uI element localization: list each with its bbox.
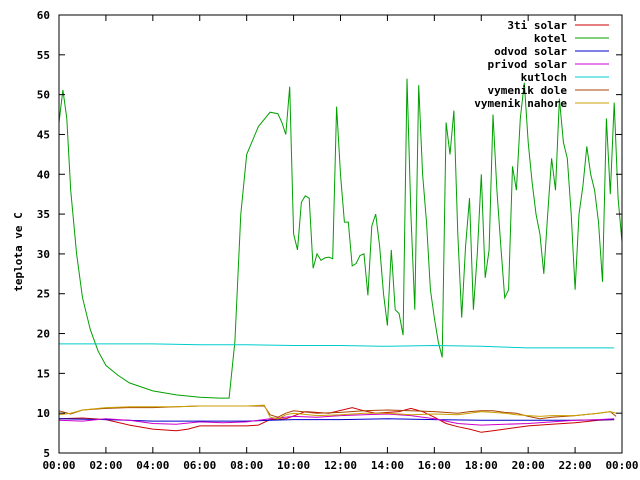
y-tick-label-5: 30 — [37, 248, 50, 261]
x-tick-label-5: 10:00 — [277, 459, 310, 472]
y-tick-label-11: 60 — [37, 9, 50, 22]
series-line-6 — [58, 404, 617, 420]
legend-label-4: kutloch — [521, 71, 567, 84]
y-tick-label-2: 15 — [37, 367, 50, 380]
y-tick-label-10: 55 — [37, 49, 50, 62]
legend-label-0: 3ti solar — [507, 19, 567, 32]
x-tick-label-12: 00:00 — [605, 459, 638, 472]
x-tick-label-1: 02:00 — [89, 459, 122, 472]
y-tick-label-8: 45 — [37, 128, 50, 141]
legend-label-5: vymenik dole — [488, 84, 568, 97]
x-tick-label-7: 14:00 — [371, 459, 404, 472]
legend-label-2: odvod solar — [494, 45, 567, 58]
series-line-2 — [58, 418, 615, 422]
series-line-1 — [58, 78, 623, 399]
legend-label-6: vymenik nahore — [474, 97, 567, 110]
x-tick-label-8: 16:00 — [418, 459, 451, 472]
y-tick-label-3: 20 — [37, 328, 50, 341]
y-tick-label-7: 40 — [37, 168, 50, 181]
y-tick-label-6: 35 — [37, 208, 50, 221]
series-line-5 — [58, 405, 617, 420]
series-layer — [58, 78, 623, 433]
x-tick-label-9: 18:00 — [465, 459, 498, 472]
legend-label-3: privod solar — [488, 58, 568, 71]
y-tick-label-9: 50 — [37, 89, 50, 102]
ticks-layer: 5 10 15 20 25 30 35 40 45 50 55 60 00:00 02:00 04:00 06… — [37, 9, 639, 472]
x-tick-label-0: 00:00 — [42, 459, 75, 472]
series-line-4 — [59, 343, 615, 349]
legend-label-1: kotel — [534, 32, 567, 45]
y-tick-label-4: 25 — [37, 288, 50, 301]
y-tick-label-0: 5 — [43, 447, 50, 460]
x-tick-label-4: 08:00 — [230, 459, 263, 472]
y-tick-label-1: 10 — [37, 407, 50, 420]
x-tick-label-3: 06:00 — [183, 459, 216, 472]
x-tick-label-2: 04:00 — [136, 459, 169, 472]
series-line-3 — [58, 413, 615, 426]
y-axis-title: teplota ve C — [12, 212, 25, 291]
x-tick-label-6: 12:00 — [324, 459, 357, 472]
x-tick-label-11: 22:00 — [559, 459, 592, 472]
x-tick-label-10: 20:00 — [512, 459, 545, 472]
